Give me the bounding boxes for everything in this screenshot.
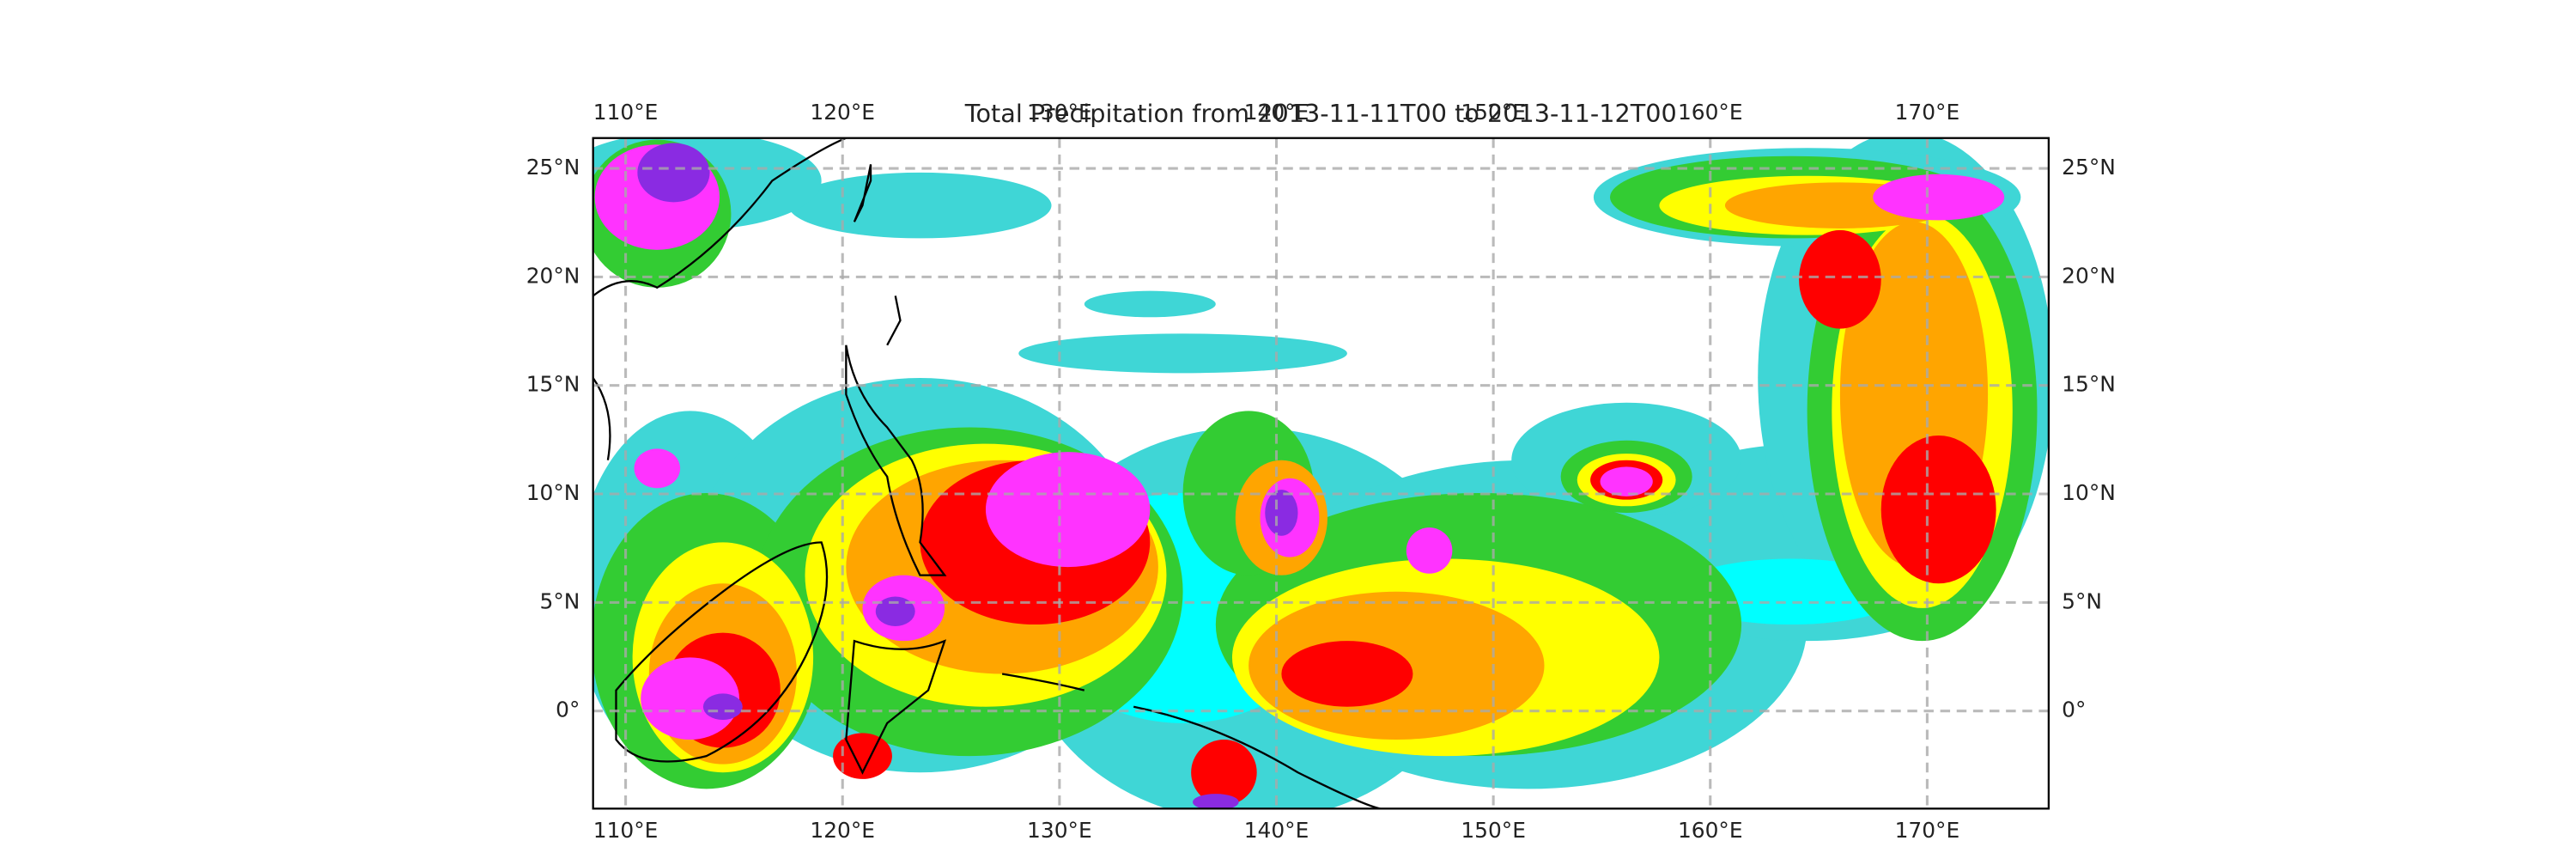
lat-label-right: 20°N xyxy=(2062,263,2116,288)
lon-label-bottom: 150°E xyxy=(1461,818,1526,843)
lat-label-left: 20°N xyxy=(526,263,580,288)
graticule xyxy=(592,137,2049,809)
lon-label-bottom: 160°E xyxy=(1678,818,1743,843)
lon-label-bottom: 170°E xyxy=(1895,818,1960,843)
lat-label-left: 5°N xyxy=(540,588,580,613)
map-title: Total Precipitation from 2013-11-11T00 t… xyxy=(964,99,1677,128)
lon-label-bottom: 110°E xyxy=(593,818,659,843)
lon-label-top: 130°E xyxy=(1027,100,1092,125)
lat-label-right: 25°N xyxy=(2062,155,2116,180)
lon-label-top: 170°E xyxy=(1895,100,1960,125)
lat-label-right: 5°N xyxy=(2062,588,2102,613)
lon-label-bottom: 130°E xyxy=(1027,818,1092,843)
lon-label-top: 150°E xyxy=(1461,100,1526,125)
lon-label-top: 120°E xyxy=(810,100,875,125)
lat-label-right: 0° xyxy=(2062,698,2086,722)
lat-label-left: 10°N xyxy=(526,480,580,505)
map-frame xyxy=(592,137,2050,810)
lon-label-top: 140°E xyxy=(1244,100,1309,125)
precip-field xyxy=(592,137,2049,809)
lat-label-right: 10°N xyxy=(2062,480,2116,505)
lat-label-left: 0° xyxy=(556,698,580,722)
lon-label-top: 110°E xyxy=(593,100,659,125)
lon-label-bottom: 120°E xyxy=(810,818,875,843)
lat-label-right: 15°N xyxy=(2062,372,2116,397)
lon-label-bottom: 140°E xyxy=(1244,818,1309,843)
lon-label-top: 160°E xyxy=(1678,100,1743,125)
lat-label-left: 15°N xyxy=(526,372,580,397)
lat-label-left: 25°N xyxy=(526,155,580,180)
axis-labels: 110°E 110°E 120°E 120°E 130°E 130°E 140°E 140°E… xyxy=(526,100,2116,843)
